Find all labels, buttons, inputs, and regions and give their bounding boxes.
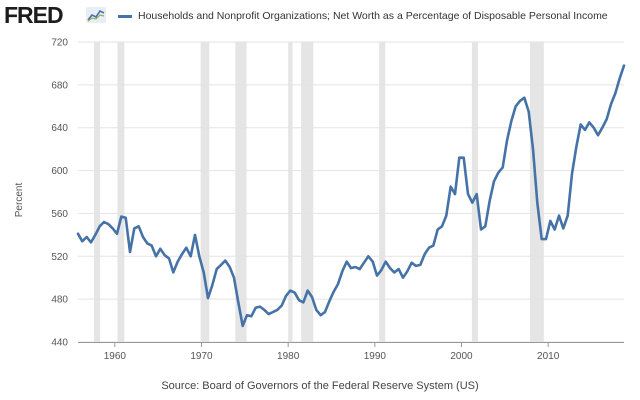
y-tick-label-440: 440	[51, 338, 68, 349]
recession-bands	[94, 42, 544, 342]
recession-band-0	[94, 42, 101, 342]
y-tick-label-480: 480	[51, 295, 68, 306]
x-tick-label-1970: 1970	[190, 351, 213, 362]
recession-band-1	[117, 42, 125, 342]
recession-band-2	[200, 42, 210, 342]
recession-band-3	[235, 42, 247, 342]
x-tick-label-2010: 2010	[537, 351, 560, 362]
y-axis-label: Percent	[14, 183, 25, 218]
x-tick-label-2000: 2000	[450, 351, 473, 362]
x-tick-label-1960: 1960	[104, 351, 127, 362]
x-tick-label-1990: 1990	[364, 351, 387, 362]
series-line-0	[76, 64, 626, 328]
x-tick-label-1980: 1980	[277, 351, 300, 362]
fred-logo: FRED	[4, 2, 64, 28]
legend-label: Households and Nonprofit Organizations; …	[138, 10, 608, 22]
recession-band-7	[471, 42, 478, 342]
y-tick-label-520: 520	[51, 252, 68, 263]
y-tick-label-560: 560	[51, 209, 68, 220]
recession-band-6	[379, 42, 386, 342]
y-tick-label-640: 640	[51, 123, 68, 134]
series-layer	[76, 64, 626, 328]
recession-band-4	[288, 42, 293, 342]
line-chart: 440 480 520 560 600 640 680 720 1960 1970 1980 1990…	[14, 38, 626, 362]
y-tick-label-600: 600	[51, 166, 68, 177]
axes: 440 480 520 560 600 640 680 720 1960 1970 1980 1990…	[51, 38, 624, 362]
chart-legend: Households and Nonprofit Organizations; …	[118, 9, 608, 23]
y-tick-label-680: 680	[51, 80, 68, 91]
chart-header: FRED Households and Nonprofit Organizati…	[0, 0, 640, 34]
y-tick-label-720: 720	[51, 38, 68, 49]
recession-band-5	[301, 42, 314, 342]
source-note: Source: Board of Governors of the Federa…	[161, 380, 479, 392]
fred-chart-logo-icon	[86, 7, 106, 23]
legend-swatch	[118, 14, 132, 18]
